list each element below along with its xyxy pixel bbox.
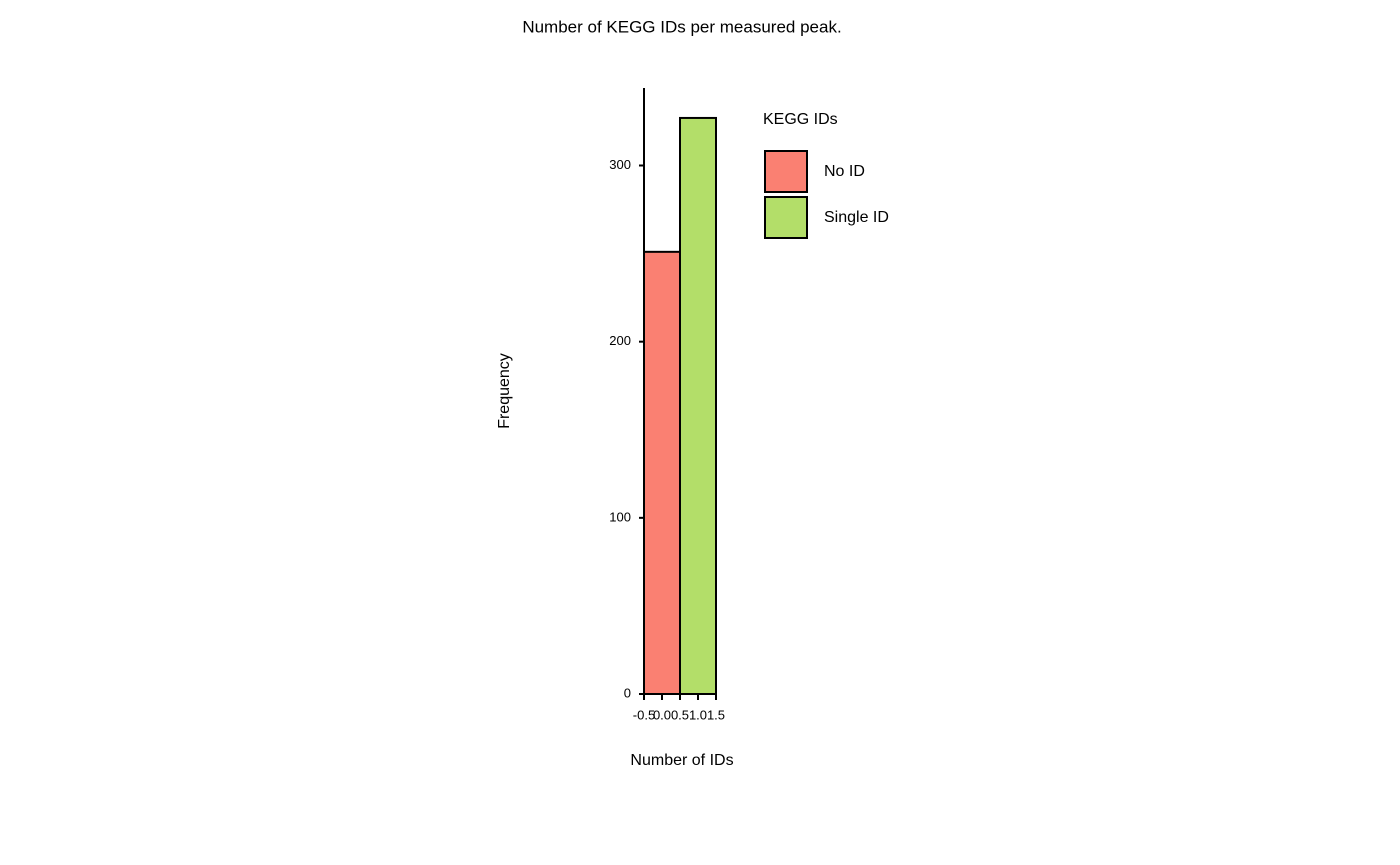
bar [679, 116, 717, 695]
x-tick-label: 1.5 [707, 707, 725, 722]
x-tick-label: 0.0 [653, 707, 671, 722]
y-tick-label: 300 [609, 157, 631, 172]
y-axis-label: Frequency [496, 353, 513, 429]
x-tick-label: 1.0 [689, 707, 707, 722]
chart-title: Number of KEGG IDs per measured peak. [522, 17, 841, 36]
legend-title: KEGG IDs [763, 111, 838, 128]
y-tick-label: 100 [609, 509, 631, 524]
legend-label: Single ID [824, 209, 889, 226]
x-tick-label: -0.5 [633, 707, 655, 722]
x-tick-label: 0.5 [671, 707, 689, 722]
y-tick-label: 0 [624, 685, 631, 700]
bar [643, 250, 681, 695]
legend-key [764, 196, 808, 239]
legend-key [764, 150, 808, 193]
legend-label: No ID [824, 163, 865, 180]
y-tick-label: 200 [609, 333, 631, 348]
x-axis-label: Number of IDs [630, 752, 733, 769]
